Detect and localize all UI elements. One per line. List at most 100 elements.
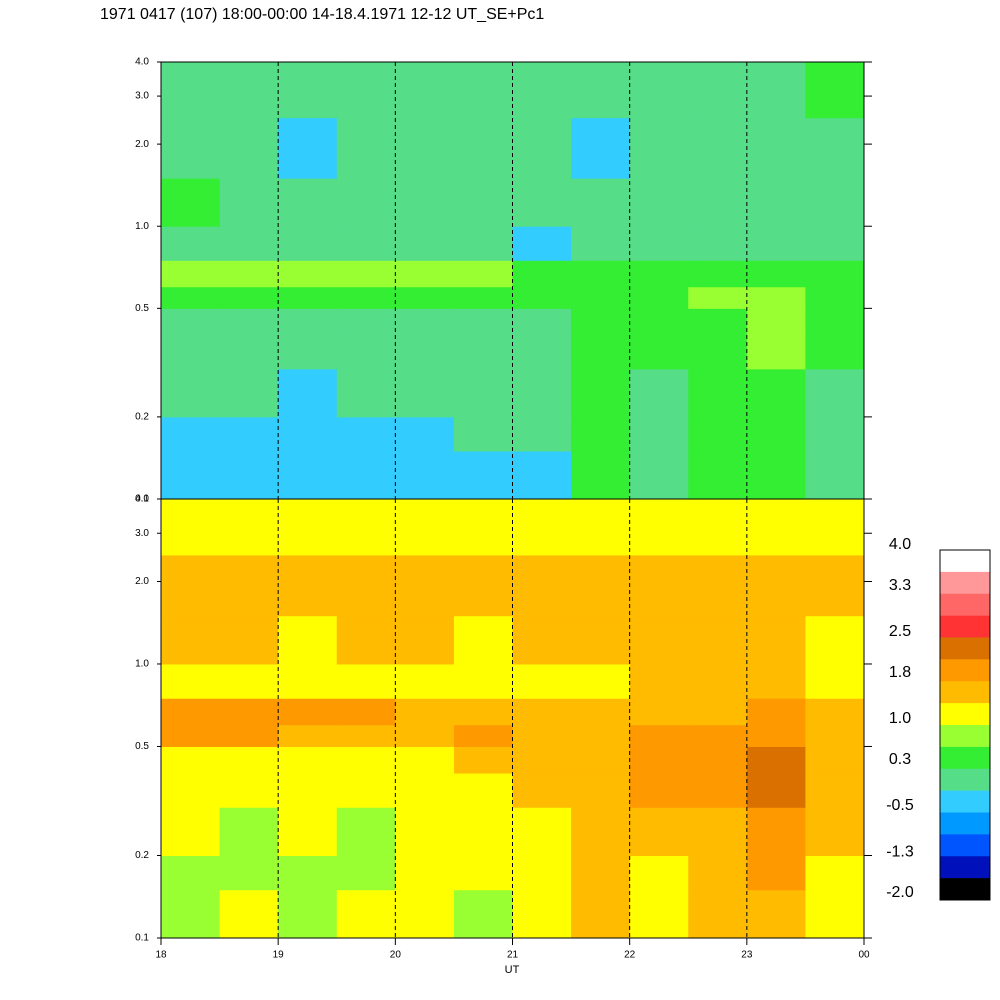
heat-cell (629, 746, 689, 774)
heat-cell (395, 615, 455, 665)
heat-cell (629, 855, 689, 891)
heat-cell (512, 724, 572, 747)
heat-cell (161, 807, 221, 857)
heat-cell (688, 773, 748, 808)
heat-cell (219, 499, 279, 556)
heat-cell (512, 416, 572, 452)
heat-cell (571, 334, 631, 370)
heat-cell (161, 554, 221, 617)
heat-cell (746, 286, 806, 309)
heat-cell (453, 117, 513, 179)
heat-cell (453, 663, 513, 699)
heat-cell (336, 226, 396, 261)
heat-cell (453, 178, 513, 227)
heat-cell (278, 416, 338, 452)
colorbar-swatch (940, 615, 990, 638)
heat-cell (336, 698, 396, 726)
heat-cell (395, 260, 455, 288)
heat-cell (219, 226, 279, 261)
heat-cell (395, 855, 455, 891)
heat-cell (336, 260, 396, 288)
heat-cell (746, 773, 806, 808)
heat-cell (219, 334, 279, 370)
x-axis-label: UT (505, 964, 520, 976)
heat-cell (571, 416, 631, 452)
heat-cell (688, 226, 748, 261)
heat-cell (336, 615, 396, 665)
heat-cell (571, 773, 631, 808)
heat-cell (453, 889, 513, 939)
heat-cell (395, 889, 455, 939)
heat-cell (571, 368, 631, 418)
heat-cell (571, 724, 631, 747)
y-tick-label: 0.2 (135, 412, 149, 423)
heat-cell (746, 226, 806, 261)
heat-cell (629, 286, 689, 309)
heat-cell (805, 663, 865, 699)
colorbar-swatch (940, 746, 990, 770)
heat-cell (512, 334, 572, 370)
heat-cell (336, 499, 396, 556)
heat-cell (395, 499, 455, 556)
heat-cell (688, 855, 748, 891)
heat-cell (219, 554, 279, 617)
heat-cell (512, 308, 572, 336)
heat-cell (453, 746, 513, 774)
heat-cell (161, 178, 221, 227)
heat-cell (395, 368, 455, 418)
heat-cell (453, 724, 513, 747)
heat-cell (161, 698, 221, 726)
heat-cell (161, 746, 221, 774)
heat-cell (219, 663, 279, 699)
heat-cell (571, 663, 631, 699)
heat-cell (453, 615, 513, 665)
colorbar-swatch (940, 725, 990, 748)
heat-cell (688, 416, 748, 452)
heat-cell (805, 117, 865, 179)
heat-cell (278, 773, 338, 808)
heat-cell (336, 178, 396, 227)
heat-cell (278, 698, 338, 726)
heat-cell (161, 450, 221, 500)
heat-cell (805, 308, 865, 336)
x-tick-label: 20 (390, 950, 402, 961)
heat-cell (688, 450, 748, 500)
heat-cell (746, 889, 806, 939)
heat-cell (161, 615, 221, 665)
heat-cell (219, 450, 279, 500)
heat-cell (746, 368, 806, 418)
heat-cell (278, 368, 338, 418)
heat-cell (688, 889, 748, 939)
heat-cell (805, 773, 865, 808)
heat-cell (219, 416, 279, 452)
heat-cell (278, 286, 338, 309)
heat-cell (805, 807, 865, 857)
colorbar-label: 1.8 (889, 664, 911, 681)
heat-cell (336, 807, 396, 857)
heat-cell (161, 308, 221, 336)
y-tick-label: 0.5 (135, 303, 149, 314)
heat-cell (629, 663, 689, 699)
heat-cell (161, 889, 221, 939)
heat-cell (395, 450, 455, 500)
heat-cell (453, 308, 513, 336)
heat-cell (278, 663, 338, 699)
heat-cell (161, 62, 221, 119)
colorbar-swatch (940, 768, 990, 791)
heat-cell (571, 178, 631, 227)
colorbar-swatch (940, 571, 990, 595)
heat-cell (453, 62, 513, 119)
heat-cell (336, 889, 396, 939)
heat-cell (219, 286, 279, 309)
heat-cell (278, 260, 338, 288)
heat-cell (805, 368, 865, 418)
heat-cell (161, 773, 221, 808)
heat-cell (161, 663, 221, 699)
heat-cell (746, 499, 806, 556)
heat-cell (688, 499, 748, 556)
heat-cell (512, 368, 572, 418)
heat-cell (278, 62, 338, 119)
heat-cell (805, 62, 865, 119)
heat-cell (805, 615, 865, 665)
